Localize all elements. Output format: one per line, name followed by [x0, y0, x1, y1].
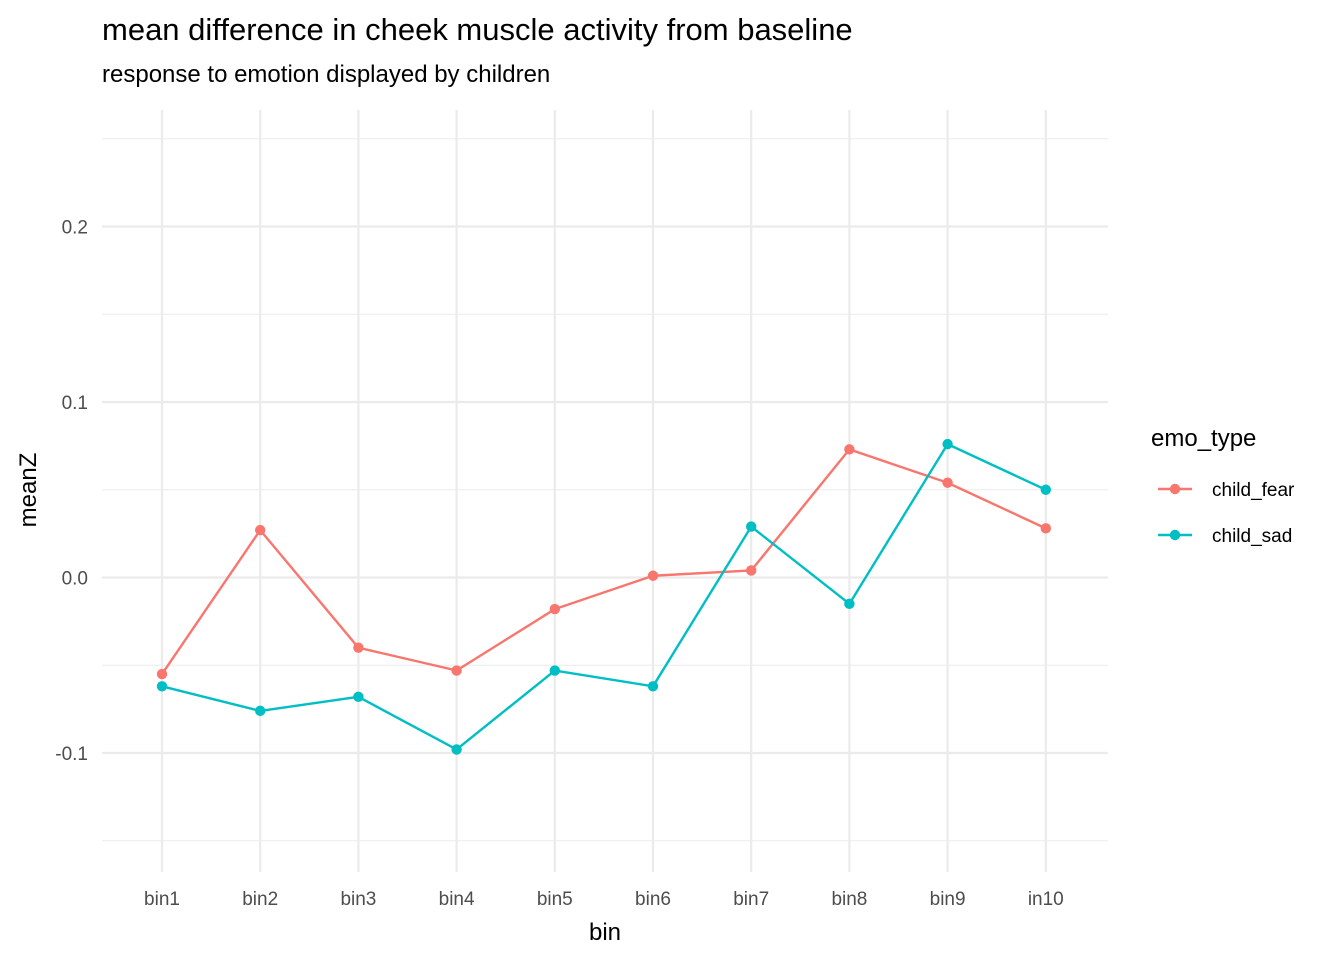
- legend-label: child_sad: [1212, 526, 1292, 547]
- x-tick-label: bin5: [537, 889, 573, 910]
- y-axis-ticks: -0.1 0.0 0.1 0.2: [55, 218, 88, 766]
- x-tick-label: bin4: [439, 889, 475, 910]
- x-axis-ticks: bin1 bin2 bin3 bin4 bin5 bin6 bin7 bin8 bin9 in10: [144, 889, 1064, 910]
- legend-item-child_sad: child_sad: [1158, 526, 1292, 547]
- legend: emo_type child_fear child_sad: [1151, 425, 1295, 547]
- series-line: [161, 442, 1047, 751]
- legend-key-point: [1169, 483, 1181, 495]
- data-point: [353, 642, 364, 653]
- y-tick-label: 0.0: [62, 569, 88, 590]
- legend-label: child_fear: [1212, 480, 1295, 501]
- x-tick-label: bin1: [144, 889, 180, 910]
- y-axis-title: meanZ: [15, 453, 42, 528]
- data-point: [255, 524, 266, 536]
- x-tick-label: bin8: [831, 889, 867, 910]
- x-tick-label: bin7: [733, 889, 769, 910]
- data-point: [647, 570, 659, 581]
- legend-title: emo_type: [1151, 425, 1256, 452]
- x-tick-label: bin9: [930, 889, 966, 910]
- data-point: [746, 521, 757, 532]
- series-layer: [156, 438, 1052, 755]
- data-point: [844, 444, 855, 455]
- data-point: [353, 691, 364, 703]
- data-point: [451, 744, 462, 755]
- data-point: [549, 665, 560, 676]
- data-point: [942, 438, 953, 450]
- x-tick-label: bin2: [242, 889, 278, 910]
- y-tick-label: 0.1: [62, 393, 88, 414]
- x-tick-label: bin6: [635, 889, 671, 910]
- chart-subtitle: response to emotion displayed by childre…: [102, 61, 550, 88]
- series-child_sad: [156, 438, 1052, 755]
- data-point: [156, 668, 168, 680]
- legend-key-point: [1169, 529, 1181, 541]
- y-tick-label: 0.2: [62, 218, 88, 239]
- data-point: [647, 681, 659, 692]
- series-line: [161, 448, 1047, 675]
- legend-item-child_fear: child_fear: [1158, 480, 1295, 501]
- chart-title: mean difference in cheek muscle activity…: [102, 12, 853, 47]
- series-child_fear: [156, 444, 1052, 680]
- grid: [102, 110, 1108, 872]
- data-point: [942, 477, 953, 488]
- data-point: [1040, 484, 1052, 495]
- data-point: [1040, 523, 1052, 534]
- x-tick-label: bin3: [340, 889, 376, 910]
- data-point: [255, 705, 266, 717]
- data-point: [746, 565, 757, 576]
- x-tick-label: in10: [1028, 889, 1064, 910]
- data-point: [549, 603, 560, 615]
- data-point: [844, 598, 855, 610]
- x-axis-title: bin: [589, 919, 621, 946]
- y-tick-label: -0.1: [55, 744, 88, 765]
- data-point: [451, 665, 462, 676]
- data-point: [156, 681, 168, 692]
